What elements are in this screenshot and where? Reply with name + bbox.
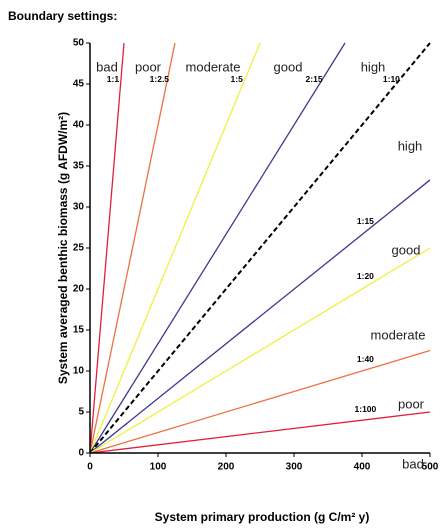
ratio-line	[89, 411, 431, 454]
ratio-line	[89, 349, 431, 454]
y-tick-label: 10	[73, 366, 85, 377]
y-axis-label: System averaged benthic biomass (g AFDW/…	[56, 112, 70, 384]
y-tick-label: 30	[73, 202, 85, 213]
y-tick-label: 35	[73, 161, 85, 172]
chart-title: Boundary settings:	[8, 9, 117, 23]
ratio-label: 1:20	[357, 271, 374, 281]
ratio-label: 1:15	[357, 216, 374, 226]
ratio-line	[89, 42, 261, 454]
ratio-label: 1:5	[231, 74, 244, 84]
ratio-label: 2:15	[306, 74, 323, 84]
ratio-label: 1:10	[383, 74, 400, 84]
ratio-label: 1:1	[107, 74, 120, 84]
x-tick-label: 200	[218, 462, 235, 473]
zone-label: poor	[398, 396, 425, 411]
zone-label: high	[398, 138, 423, 153]
ratio-label: 1:40	[357, 354, 374, 364]
ratio-line	[89, 42, 431, 454]
zone-label: bad	[96, 59, 118, 74]
zone-label: poor	[135, 59, 162, 74]
x-tick-label: 400	[354, 462, 371, 473]
y-tick-label: 45	[73, 79, 85, 90]
y-tick-label: 50	[73, 38, 85, 49]
y-tick-label: 40	[73, 120, 85, 131]
ratio-label: 1:2.5	[150, 74, 170, 84]
zone-label: good	[392, 242, 421, 257]
x-tick-label: 500	[422, 462, 439, 473]
y-tick-label: 15	[73, 325, 85, 336]
y-tick-label: 25	[73, 243, 85, 254]
ratio-line	[89, 42, 176, 454]
zone-label: high	[361, 59, 386, 74]
zone-label: moderate	[371, 327, 426, 342]
zone-label: good	[274, 59, 303, 74]
ratio-line	[89, 42, 125, 454]
zone-label: bad	[402, 456, 424, 471]
y-tick-label: 20	[73, 284, 85, 295]
ratio-line	[89, 42, 346, 454]
y-tick-label: 5	[78, 407, 84, 418]
y-tick-label: 0	[78, 448, 84, 459]
x-tick-label: 300	[286, 462, 303, 473]
x-tick-label: 0	[87, 462, 93, 473]
zone-label: moderate	[186, 59, 241, 74]
ratio-line	[89, 179, 431, 454]
ratio-line	[89, 247, 431, 454]
x-tick-label: 100	[150, 462, 167, 473]
x-axis-label: System primary production (g C/m² y)	[155, 510, 370, 524]
ratio-label: 1:100	[355, 404, 377, 414]
